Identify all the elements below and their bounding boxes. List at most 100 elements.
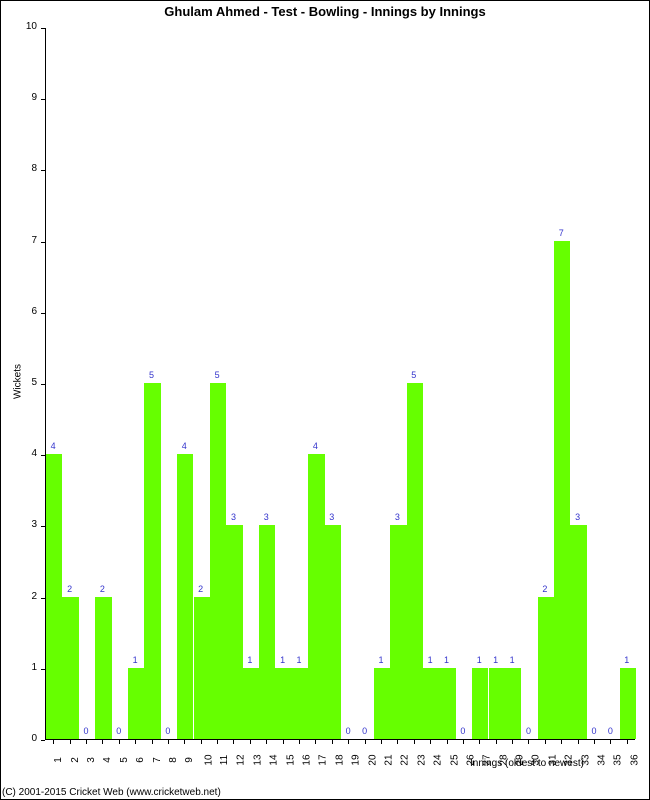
- bar-value-label: 2: [92, 584, 112, 594]
- x-tick-label: 21: [384, 754, 395, 765]
- bar-value-label: 4: [43, 441, 63, 451]
- x-tick-mark: [266, 740, 267, 744]
- bar-value-label: 4: [305, 441, 325, 451]
- y-tick-label: 4: [17, 448, 37, 459]
- bar-value-label: 0: [76, 726, 96, 736]
- x-tick-label: 15: [285, 754, 296, 765]
- bar: [374, 668, 390, 739]
- bar: [292, 668, 308, 739]
- x-tick-label: 28: [498, 754, 509, 765]
- bar: [570, 525, 586, 739]
- x-tick-label: 31: [547, 754, 558, 765]
- y-tick-label: 6: [17, 306, 37, 317]
- bar: [275, 668, 291, 739]
- x-tick-mark: [512, 740, 513, 744]
- x-tick-mark: [119, 740, 120, 744]
- x-tick-mark: [545, 740, 546, 744]
- x-tick-label: 8: [168, 757, 179, 763]
- x-tick-label: 7: [151, 757, 162, 763]
- bar-value-label: 1: [437, 655, 457, 665]
- bar: [177, 454, 193, 739]
- x-tick-label: 19: [351, 754, 362, 765]
- bar-value-label: 2: [535, 584, 555, 594]
- y-tick-label: 7: [17, 235, 37, 246]
- x-tick-label: 34: [597, 754, 608, 765]
- bar: [128, 668, 144, 739]
- x-tick-label: 14: [269, 754, 280, 765]
- x-tick-mark: [528, 740, 529, 744]
- chart-container: Ghulam Ahmed - Test - Bowling - Innings …: [0, 0, 650, 800]
- x-tick-mark: [348, 740, 349, 744]
- x-tick-label: 11: [219, 755, 230, 765]
- x-tick-label: 3: [86, 757, 97, 763]
- bar-value-label: 0: [600, 726, 620, 736]
- plot-area: [45, 28, 635, 740]
- bar-value-label: 3: [223, 512, 243, 522]
- x-tick-mark: [365, 740, 366, 744]
- x-tick-label: 4: [102, 757, 113, 763]
- bar: [210, 383, 226, 739]
- x-tick-label: 27: [482, 754, 493, 765]
- x-tick-mark: [479, 740, 480, 744]
- y-tick-mark: [41, 242, 45, 243]
- bar: [423, 668, 439, 739]
- x-tick-label: 32: [564, 754, 575, 765]
- y-tick-label: 0: [17, 733, 37, 744]
- copyright-text: (C) 2001-2015 Cricket Web (www.cricketwe…: [2, 787, 221, 798]
- x-tick-label: 24: [433, 754, 444, 765]
- x-tick-label: 18: [334, 754, 345, 765]
- bar-value-label: 3: [322, 512, 342, 522]
- bar: [259, 525, 275, 739]
- y-tick-mark: [41, 99, 45, 100]
- x-tick-label: 33: [580, 754, 591, 765]
- bar-value-label: 1: [617, 655, 637, 665]
- bar: [489, 668, 505, 739]
- y-tick-label: 1: [17, 662, 37, 673]
- bar: [325, 525, 341, 739]
- x-tick-label: 2: [69, 757, 80, 763]
- bar: [554, 241, 570, 739]
- bar-value-label: 0: [158, 726, 178, 736]
- bar: [194, 597, 210, 739]
- x-tick-mark: [299, 740, 300, 744]
- chart-title: Ghulam Ahmed - Test - Bowling - Innings …: [0, 4, 650, 19]
- y-tick-mark: [41, 598, 45, 599]
- x-tick-mark: [184, 740, 185, 744]
- y-tick-mark: [41, 669, 45, 670]
- x-tick-mark: [70, 740, 71, 744]
- x-tick-label: 1: [53, 757, 64, 763]
- x-tick-mark: [86, 740, 87, 744]
- bar-value-label: 5: [404, 370, 424, 380]
- x-tick-mark: [594, 740, 595, 744]
- x-tick-label: 22: [400, 754, 411, 765]
- x-tick-label: 16: [302, 754, 313, 765]
- bar: [95, 597, 111, 739]
- x-tick-mark: [135, 740, 136, 744]
- bar-value-label: 4: [174, 441, 194, 451]
- bar: [243, 668, 259, 739]
- bar: [62, 597, 78, 739]
- y-tick-mark: [41, 170, 45, 171]
- bar-value-label: 3: [387, 512, 407, 522]
- y-tick-mark: [41, 526, 45, 527]
- x-tick-label: 13: [252, 754, 263, 765]
- x-tick-label: 26: [465, 754, 476, 765]
- bar-value-label: 5: [207, 370, 227, 380]
- bar-value-label: 2: [60, 584, 80, 594]
- bar: [538, 597, 554, 739]
- y-tick-label: 9: [17, 92, 37, 103]
- bar-value-label: 0: [109, 726, 129, 736]
- bar: [472, 668, 488, 739]
- y-tick-mark: [41, 313, 45, 314]
- bar: [144, 383, 160, 739]
- bar-value-label: 5: [142, 370, 162, 380]
- bar-value-label: 3: [568, 512, 588, 522]
- bar: [46, 454, 62, 739]
- x-tick-mark: [496, 740, 497, 744]
- x-tick-label: 30: [531, 754, 542, 765]
- x-tick-mark: [53, 740, 54, 744]
- y-tick-mark: [41, 740, 45, 741]
- bar: [620, 668, 636, 739]
- x-tick-label: 9: [184, 757, 195, 763]
- bar-value-label: 0: [518, 726, 538, 736]
